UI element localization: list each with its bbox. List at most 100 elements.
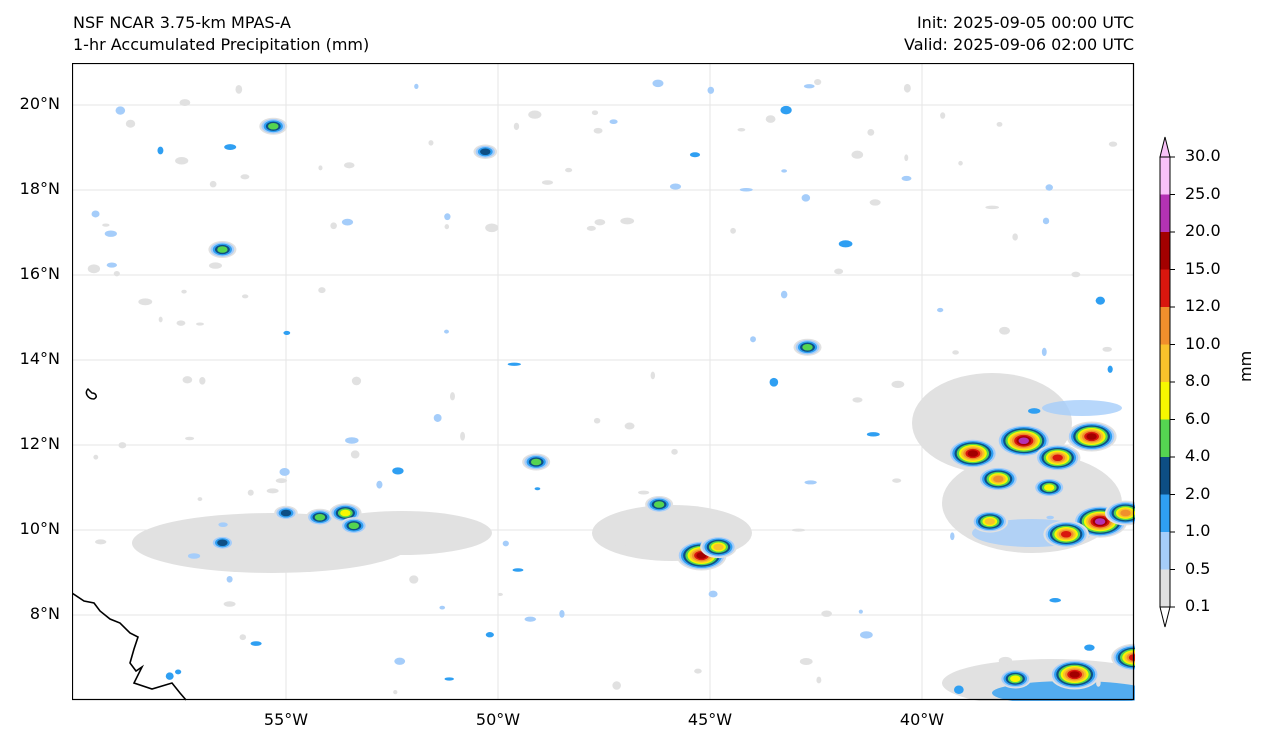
precip-area (513, 122, 520, 131)
precip-area (330, 222, 337, 230)
precip-cell (1120, 509, 1131, 517)
longitude-label: 40°W (899, 710, 945, 729)
precip-area (106, 262, 117, 268)
precip-cell (1052, 454, 1063, 462)
precip-area (996, 121, 1003, 127)
precip-cell (1010, 675, 1021, 683)
precip-area (892, 478, 902, 483)
colorbar-segments (1159, 136, 1175, 628)
precip-cell (480, 148, 491, 156)
precip-cell (280, 509, 292, 517)
colorbar-level-label: 2.0 (1185, 483, 1211, 503)
precip-area (750, 336, 756, 343)
precip-area (904, 154, 909, 162)
precip-area (1107, 365, 1113, 373)
precip-area (283, 330, 291, 335)
precip-area (947, 675, 953, 679)
colorbar-level-label: 4.0 (1185, 446, 1211, 465)
precip-area (737, 127, 746, 132)
precip-area (345, 437, 359, 444)
precip-area (866, 432, 880, 437)
colorbar-segment (1160, 232, 1170, 270)
precip-area (528, 110, 542, 119)
precip-area (449, 392, 456, 401)
precip-cell (713, 543, 724, 551)
colorbar-extend-min (1159, 606, 1171, 628)
precip-area (671, 448, 678, 455)
precip-area (409, 575, 419, 584)
precip-area (780, 290, 788, 299)
precip-area (223, 601, 236, 607)
precip-area (318, 165, 323, 171)
precip-area (275, 478, 288, 484)
precip-area (1022, 396, 1028, 405)
precip-area (113, 270, 120, 277)
precip-cell (340, 509, 351, 517)
precip-area (1084, 644, 1095, 651)
precip-area (950, 532, 955, 541)
precip-area (937, 307, 944, 313)
precip-area (534, 487, 541, 491)
precip-area (609, 119, 618, 125)
precip-cell (1018, 437, 1029, 445)
precip-area (860, 631, 873, 639)
precip-area (393, 689, 398, 695)
latitude-label: 10°N (19, 519, 60, 538)
precip-area (250, 641, 262, 646)
map-title-right: Init: 2025-09-05 00:00 UTC Valid: 2025-0… (904, 12, 1134, 56)
longitude-label: 45°W (687, 710, 733, 729)
precip-area (559, 609, 565, 618)
precip-area (485, 223, 499, 233)
precip-area (593, 417, 601, 424)
colorbar-segment (1160, 382, 1170, 420)
precip-area (852, 397, 863, 403)
latitude-label: 18°N (19, 179, 60, 198)
field-title: 1-hr Accumulated Precipitation (mm) (73, 35, 370, 54)
precip-area (669, 183, 682, 190)
precip-area (708, 590, 718, 598)
precip-area (279, 467, 290, 476)
model-title: NSF NCAR 3.75-km MPAS-A (73, 13, 291, 32)
precip-area (376, 480, 383, 489)
precip-cell (314, 513, 326, 521)
colorbar-level-label: 0.1 (1185, 596, 1211, 615)
precip-area (428, 140, 434, 146)
precip-area (102, 223, 110, 227)
precip-area (869, 199, 881, 206)
precip-area (165, 672, 174, 680)
colorbar-extend-max (1159, 136, 1171, 158)
precip-area (891, 380, 905, 389)
precip-area (801, 194, 811, 202)
precip-area (803, 84, 815, 89)
precip-area (620, 217, 635, 225)
precip-area (541, 180, 554, 185)
precip-area (247, 489, 254, 496)
precip-area (444, 224, 450, 230)
precip-cell (802, 343, 813, 351)
colorbar-level-label: 25.0 (1185, 183, 1221, 203)
precip-cell (348, 522, 360, 530)
precip-area (224, 144, 237, 150)
colorbar-segment (1160, 269, 1170, 307)
latitude-label: 16°N (19, 264, 60, 283)
precip-area (999, 326, 1011, 335)
precip-area (925, 417, 938, 425)
precip-area (87, 264, 101, 274)
precip-area (512, 568, 524, 572)
precip-area (246, 550, 254, 554)
precip-area (858, 609, 863, 614)
precip-area (444, 213, 451, 221)
precip-area (689, 152, 701, 158)
precip-area (804, 480, 817, 485)
latitude-label: 8°N (29, 604, 60, 623)
colorbar-segment (1160, 457, 1170, 495)
precip-area (208, 262, 222, 269)
precip-area (187, 553, 201, 559)
precip-area (652, 79, 664, 88)
precip-area (118, 442, 127, 449)
init-time: Init: 2025-09-05 00:00 UTC (916, 13, 1134, 32)
precip-cell (217, 539, 228, 547)
map-title-left: NSF NCAR 3.75-km MPAS-A 1-hr Accumulated… (73, 12, 369, 56)
precip-area (235, 85, 243, 94)
precip-area (115, 106, 126, 115)
